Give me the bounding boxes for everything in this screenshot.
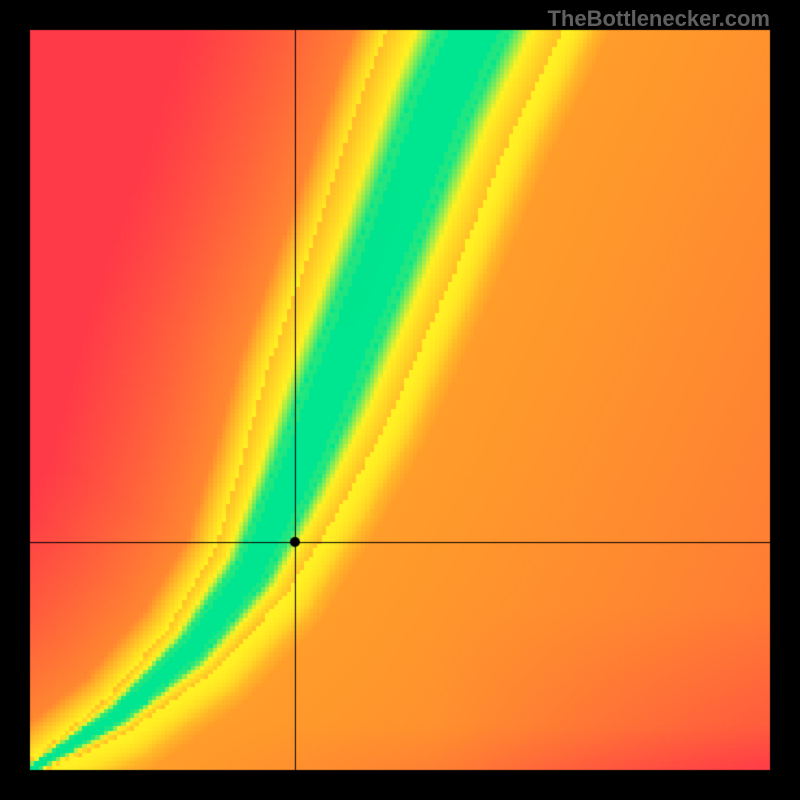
watermark-text: TheBottlenecker.com (547, 6, 770, 32)
chart-container: TheBottlenecker.com (0, 0, 800, 800)
bottleneck-heatmap-canvas (0, 0, 800, 800)
